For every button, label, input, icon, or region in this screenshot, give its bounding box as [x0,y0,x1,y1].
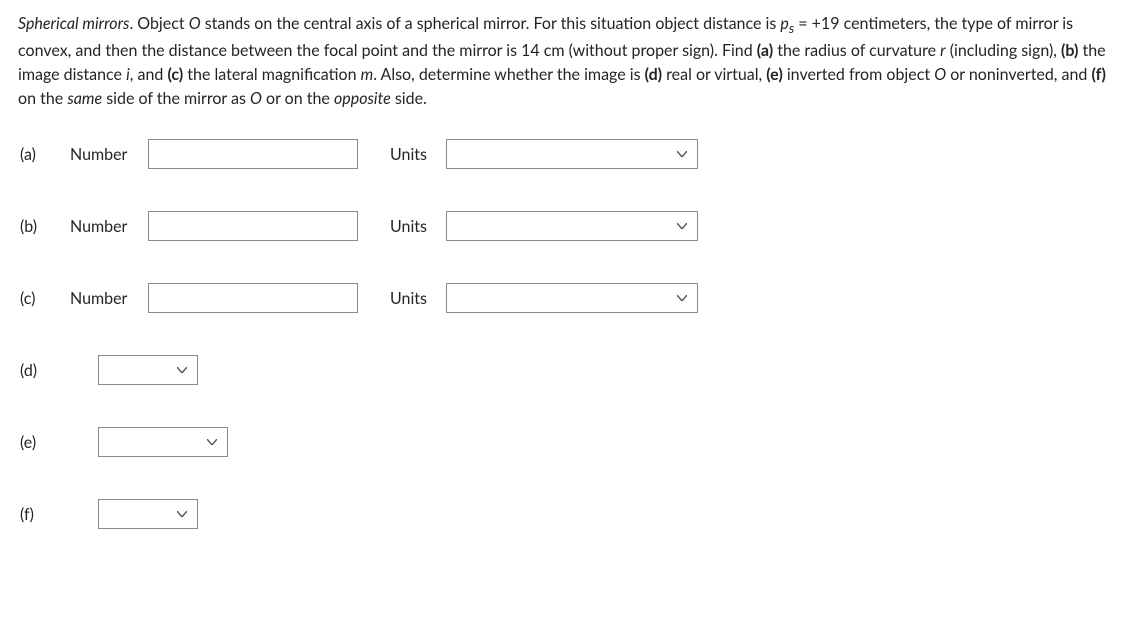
number-label: Number [70,217,136,236]
part-label-a: (a) [20,145,70,164]
number-label: Number [70,145,136,164]
number-input-a[interactable] [148,139,358,169]
answer-row-e: (e) [18,427,1114,457]
answer-row-f: (f) [18,499,1114,529]
number-input-b[interactable] [148,211,358,241]
units-select-c[interactable] [446,283,698,313]
part-label-e: (e) [20,433,54,452]
units-label: Units [390,217,434,236]
units-select-b[interactable] [446,211,698,241]
units-label: Units [390,145,434,164]
units-select-a[interactable] [446,139,698,169]
answer-select-e[interactable] [98,427,228,457]
part-label-d: (d) [20,361,54,380]
number-label: Number [70,289,136,308]
answer-row-b: (b) Number Units [18,211,1114,241]
units-label: Units [390,289,434,308]
number-input-c[interactable] [148,283,358,313]
answer-row-c: (c) Number Units [18,283,1114,313]
part-label-c: (c) [20,289,70,308]
part-label-b: (b) [20,217,70,236]
answer-select-f[interactable] [98,499,198,529]
part-label-f: (f) [20,505,54,524]
answer-select-d[interactable] [98,355,198,385]
answer-row-d: (d) [18,355,1114,385]
problem-text: Spherical mirrors. Object O stands on th… [18,12,1114,111]
answer-row-a: (a) Number Units [18,139,1114,169]
